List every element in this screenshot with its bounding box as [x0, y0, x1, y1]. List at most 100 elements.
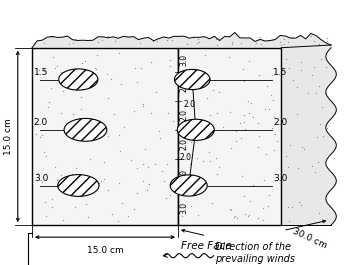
Point — [200, 158, 206, 163]
Point — [283, 57, 289, 61]
Point — [85, 215, 90, 219]
Point — [58, 173, 64, 177]
Point — [255, 121, 261, 126]
Point — [140, 104, 146, 108]
Point — [229, 40, 235, 44]
Point — [267, 107, 272, 111]
Point — [204, 95, 210, 100]
Point — [316, 84, 322, 88]
Point — [156, 129, 162, 134]
Text: Direction of the
prevailing winds: Direction of the prevailing winds — [215, 242, 295, 264]
Point — [49, 204, 55, 209]
Point — [246, 99, 251, 104]
Point — [125, 214, 130, 218]
Point — [145, 165, 151, 169]
Point — [105, 34, 111, 39]
Point — [76, 176, 82, 180]
Point — [234, 216, 240, 220]
Point — [165, 111, 171, 115]
Point — [285, 40, 291, 44]
Point — [167, 193, 173, 197]
Point — [101, 160, 107, 165]
Point — [78, 95, 84, 99]
Point — [237, 121, 243, 125]
Point — [49, 34, 55, 39]
Point — [322, 91, 328, 95]
Point — [309, 73, 315, 77]
Point — [283, 153, 288, 158]
Point — [226, 55, 232, 59]
Point — [213, 156, 219, 160]
Point — [119, 201, 125, 205]
Text: 15.0 cm: 15.0 cm — [87, 246, 124, 255]
Point — [69, 171, 74, 176]
Text: 1.5: 1.5 — [34, 68, 48, 77]
Point — [128, 158, 134, 162]
Point — [290, 78, 296, 82]
Point — [72, 37, 78, 41]
Point — [62, 81, 68, 86]
Point — [214, 172, 220, 176]
Point — [39, 132, 45, 137]
Point — [255, 145, 261, 149]
Polygon shape — [32, 48, 178, 225]
Point — [101, 177, 107, 181]
Point — [187, 162, 193, 166]
Point — [216, 90, 221, 94]
Text: 3.0: 3.0 — [180, 54, 189, 66]
Point — [271, 148, 277, 152]
Point — [70, 41, 76, 45]
Point — [241, 120, 247, 124]
Polygon shape — [178, 48, 281, 225]
Point — [324, 39, 329, 43]
Point — [93, 67, 98, 71]
Point — [197, 40, 202, 44]
Point — [46, 99, 52, 104]
Point — [265, 83, 270, 88]
Point — [185, 42, 190, 46]
Text: 2.0: 2.0 — [180, 153, 192, 162]
Point — [277, 40, 283, 44]
Point — [298, 68, 304, 72]
Point — [116, 51, 121, 55]
Point — [66, 42, 72, 46]
Point — [146, 182, 152, 186]
Point — [105, 95, 111, 100]
Point — [52, 165, 58, 169]
Point — [112, 39, 118, 43]
Point — [231, 215, 237, 219]
Point — [195, 213, 201, 217]
Point — [297, 200, 302, 205]
Point — [134, 80, 140, 84]
Point — [75, 131, 81, 135]
Point — [263, 152, 269, 156]
Point — [281, 42, 287, 46]
Point — [239, 174, 245, 178]
Point — [194, 156, 200, 160]
Point — [76, 116, 82, 120]
Point — [151, 38, 156, 43]
Point — [198, 77, 203, 81]
Text: 30.0 cm: 30.0 cm — [291, 227, 328, 250]
Point — [240, 67, 246, 71]
Text: 2.0: 2.0 — [180, 138, 189, 151]
Point — [214, 43, 220, 47]
Point — [163, 196, 169, 200]
Point — [79, 61, 84, 65]
Point — [41, 150, 47, 154]
Point — [148, 111, 153, 116]
Point — [318, 57, 324, 61]
Point — [121, 125, 127, 129]
Point — [131, 207, 137, 211]
Point — [49, 197, 54, 201]
Point — [78, 107, 84, 111]
Point — [286, 66, 292, 70]
Point — [228, 208, 234, 213]
Ellipse shape — [170, 175, 207, 196]
Point — [42, 200, 47, 204]
Point — [109, 212, 114, 216]
Point — [312, 170, 318, 174]
Text: 2.0: 2.0 — [183, 100, 195, 109]
Point — [265, 204, 271, 209]
Point — [138, 65, 144, 70]
